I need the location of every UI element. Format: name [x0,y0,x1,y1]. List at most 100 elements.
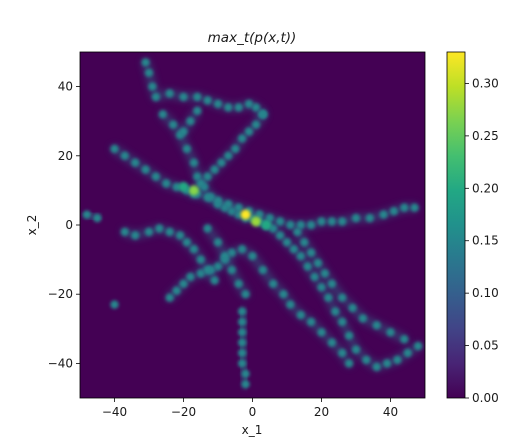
colorbar [446,51,466,399]
hotspot-point [261,220,272,230]
density-point [275,217,285,226]
density-point [289,245,299,254]
density-point [400,203,409,212]
trajectory-8 [293,227,409,344]
density-point [220,251,230,261]
density-point [203,193,212,202]
density-point [251,103,261,112]
x-tick-label: 20 [314,405,329,419]
density-point [237,317,247,327]
density-point [234,203,243,212]
density-point [338,293,347,302]
density-point [175,231,185,240]
colorbar-tick-label: 0.20 [472,181,499,195]
density-point [224,103,233,112]
density-point [141,58,150,67]
density-point [317,283,326,292]
hotspot-point [188,185,199,196]
density-point [93,213,102,223]
trajectory-9 [179,106,202,136]
colorbar-tick-label: 0.15 [472,234,499,248]
density-point [338,317,347,327]
density-point [120,227,129,237]
density-point [237,359,247,368]
density-point [162,179,171,188]
colorbar-tick-label: 0.10 [472,286,499,300]
density-point [258,110,268,119]
density-point [131,158,140,167]
density-point [358,314,368,323]
density-point [186,117,195,126]
density-point [217,158,226,167]
x-tick-label: −40 [102,405,127,419]
trajectory-5 [237,307,250,389]
density-point [338,348,347,358]
density-point [379,210,388,219]
colorbar-tick-label: 0.30 [472,76,499,90]
density-point [182,144,192,154]
density-point [179,279,188,288]
density-point [348,303,357,313]
x-axis-ticks: −40 −20 0 20 40 [102,398,398,419]
y-axis-ticks: −40 −20 0 20 40 [48,80,80,370]
density-point [306,220,316,230]
density-point [210,165,219,174]
density-point [237,328,247,337]
colorbar-tick-label: 0.00 [472,391,499,405]
density-point [110,144,119,154]
trajectory-0 [141,58,268,119]
density-point [275,231,285,240]
density-point [386,328,395,337]
density-point [279,290,288,299]
density-point [293,227,302,237]
density-point [165,227,174,237]
density-point [237,348,247,358]
density-point [179,127,188,136]
hotspots [178,181,272,230]
density-point [189,158,199,167]
density-point [172,286,181,295]
density-point [234,279,243,288]
density-point [303,262,312,271]
y-tick-label: −40 [48,356,73,370]
density-point [182,238,192,247]
density-point [224,200,233,209]
density-point [317,328,326,337]
density-point [286,220,295,230]
density-point [269,279,278,288]
y-tick-label: 40 [58,80,73,94]
density-point [365,213,374,223]
colorbar-tick-label: 0.05 [472,339,499,353]
density-point [179,92,188,102]
trajectory-2 [110,144,419,230]
density-point [327,217,337,226]
density-point [193,106,202,116]
density-point [248,251,257,261]
density-point [213,238,223,247]
chart-title: max_t(p(x,t)) [208,30,297,46]
density-point [313,258,323,268]
density-point [244,99,254,109]
density-point [186,272,195,282]
hotspot-point [251,216,261,227]
density-point [241,369,250,378]
density-point [344,359,354,368]
density-point [400,335,409,344]
density-point [344,331,354,340]
density-point [193,92,202,102]
density-point [389,207,399,216]
density-point [327,279,337,288]
density-point [196,269,205,278]
density-point [241,290,250,299]
density-point [210,276,219,285]
density-point [413,341,423,351]
density-point [193,172,202,181]
heatmap-marks [82,58,423,389]
density-point [213,196,223,205]
colorbar-ticks: 0.00 0.05 0.10 0.15 0.20 0.25 0.30 [465,76,499,405]
density-point [189,245,199,254]
density-point [151,92,161,102]
density-point [169,120,178,129]
density-point [151,172,161,181]
hotspot-point [240,209,251,220]
